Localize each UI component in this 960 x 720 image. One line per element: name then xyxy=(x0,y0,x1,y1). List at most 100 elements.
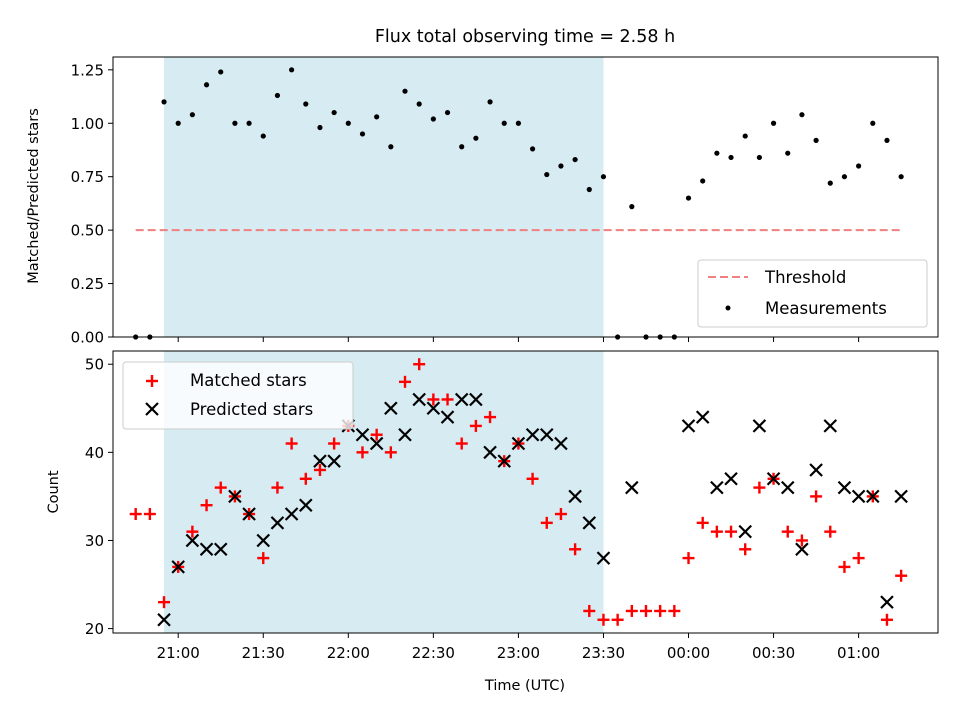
matched-star-point xyxy=(455,437,468,450)
predicted-star-point xyxy=(539,427,554,442)
x-tick-label: 22:30 xyxy=(412,644,455,662)
measurement-point xyxy=(388,144,394,150)
measurement-point xyxy=(161,99,167,105)
predicted-star-point xyxy=(284,507,299,521)
predicted-star-point xyxy=(299,498,313,512)
measurement-point xyxy=(685,195,692,201)
top-axes-frame xyxy=(112,56,939,338)
predicted-star-point xyxy=(724,472,738,486)
predicted-star-point xyxy=(171,560,185,574)
measurement-point xyxy=(884,137,890,143)
measurement-point xyxy=(586,186,592,193)
measurement-point xyxy=(331,109,337,116)
predicted-star-point xyxy=(469,392,483,407)
matched-star-point xyxy=(710,525,723,538)
matched-star-point xyxy=(526,472,539,485)
predicted-star-point xyxy=(157,613,171,627)
measurement-point xyxy=(870,120,876,126)
matched-star-point xyxy=(484,411,497,424)
bottom-legend-box xyxy=(122,361,354,430)
matched-star-point xyxy=(639,604,652,617)
matched-star-point xyxy=(753,481,766,494)
matched-star-point xyxy=(810,490,823,503)
top-legend: Threshold Measurements xyxy=(697,259,928,328)
predicted-star-point xyxy=(880,595,894,609)
measurement-point xyxy=(203,82,210,88)
chart-title: Flux total observing time = 2.58 h xyxy=(375,27,675,47)
top-panel: Flux total observing time = 2.58 h Match… xyxy=(26,27,939,347)
measurement-point xyxy=(232,120,238,126)
x-axis-label: Time (UTC) xyxy=(484,678,565,694)
y-tick-label: 0.00 xyxy=(71,329,104,347)
matched-star-point xyxy=(214,481,227,494)
matched-star-point xyxy=(880,613,893,626)
matched-star-point xyxy=(781,525,794,538)
predicted-star-point xyxy=(837,480,852,495)
measurement-point xyxy=(416,101,422,107)
measurement-point xyxy=(487,99,493,105)
y-tick-label: 0.25 xyxy=(71,275,104,293)
measurement-point xyxy=(558,163,564,169)
x-tick-label: 00:30 xyxy=(752,644,795,662)
legend-matched-swatch xyxy=(146,375,158,387)
bottom-x-ticks: 21:00 21:30 22:00 22:30 23:00 23:30 00:00 00:30… xyxy=(157,633,880,662)
measurement-point xyxy=(785,150,791,156)
x-tick-label: 23:00 xyxy=(497,644,540,662)
matched-star-point xyxy=(824,525,837,538)
matched-star-point xyxy=(469,419,482,432)
matched-star-point xyxy=(285,437,298,450)
x-tick-label: 01:00 xyxy=(837,644,880,662)
measurement-point xyxy=(572,156,578,163)
matched-star-point xyxy=(597,613,610,626)
measurement-point xyxy=(289,67,295,73)
predicted-star-point xyxy=(596,551,611,565)
measurement-point xyxy=(700,178,706,184)
predicted-star-point xyxy=(525,427,540,442)
predicted-star-point xyxy=(483,445,497,460)
y-tick-label: 30 xyxy=(85,532,104,550)
measurement-point xyxy=(444,109,451,116)
legend-matched-label: Matched stars xyxy=(190,371,307,390)
measurement-point xyxy=(218,69,224,75)
predicted-star-point xyxy=(355,427,370,442)
measurement-point xyxy=(459,144,465,150)
matched-star-point xyxy=(725,525,738,538)
predicted-star-point xyxy=(681,419,696,433)
measurement-point xyxy=(728,154,734,161)
matched-star-point xyxy=(399,375,412,388)
legend-measurements-swatch xyxy=(725,305,731,311)
measurement-point xyxy=(756,154,762,161)
top-x-ticks xyxy=(177,337,860,342)
y-tick-label: 40 xyxy=(85,444,104,462)
matched-star-point xyxy=(299,472,312,485)
predicted-star-point xyxy=(213,542,228,557)
bottom-axes-frame xyxy=(112,350,939,634)
measurement-point xyxy=(629,204,635,210)
y-tick-label: 20 xyxy=(85,620,104,638)
measurement-point xyxy=(529,146,536,152)
bottom-y-ticks: 20 30 40 50 xyxy=(85,356,113,638)
matched-star-point xyxy=(554,508,567,521)
predicted-star-point xyxy=(568,489,582,504)
matched-star-point xyxy=(384,446,397,459)
predicted-star-point xyxy=(242,507,256,521)
matched-star-point xyxy=(654,604,667,617)
matched-star-point xyxy=(356,446,369,459)
measurement-point xyxy=(770,120,777,126)
measurement-point xyxy=(742,133,748,139)
measurement-point xyxy=(856,163,862,169)
matched-star-point xyxy=(129,508,142,521)
y-tick-label: 0.50 xyxy=(71,222,104,240)
matched-star-point xyxy=(257,552,270,565)
measurement-point xyxy=(303,101,309,107)
x-tick-label: 23:30 xyxy=(582,644,625,662)
matched-star-point xyxy=(625,604,638,617)
matched-star-point xyxy=(668,604,681,617)
measurement-point xyxy=(501,120,507,126)
predicted-star-point xyxy=(384,401,398,416)
legend-measurements-label: Measurements xyxy=(765,299,887,318)
measurement-point xyxy=(473,135,479,141)
matched-star-point xyxy=(583,604,596,617)
predicted-star-point xyxy=(809,463,823,477)
predicted-star-point xyxy=(738,524,752,539)
